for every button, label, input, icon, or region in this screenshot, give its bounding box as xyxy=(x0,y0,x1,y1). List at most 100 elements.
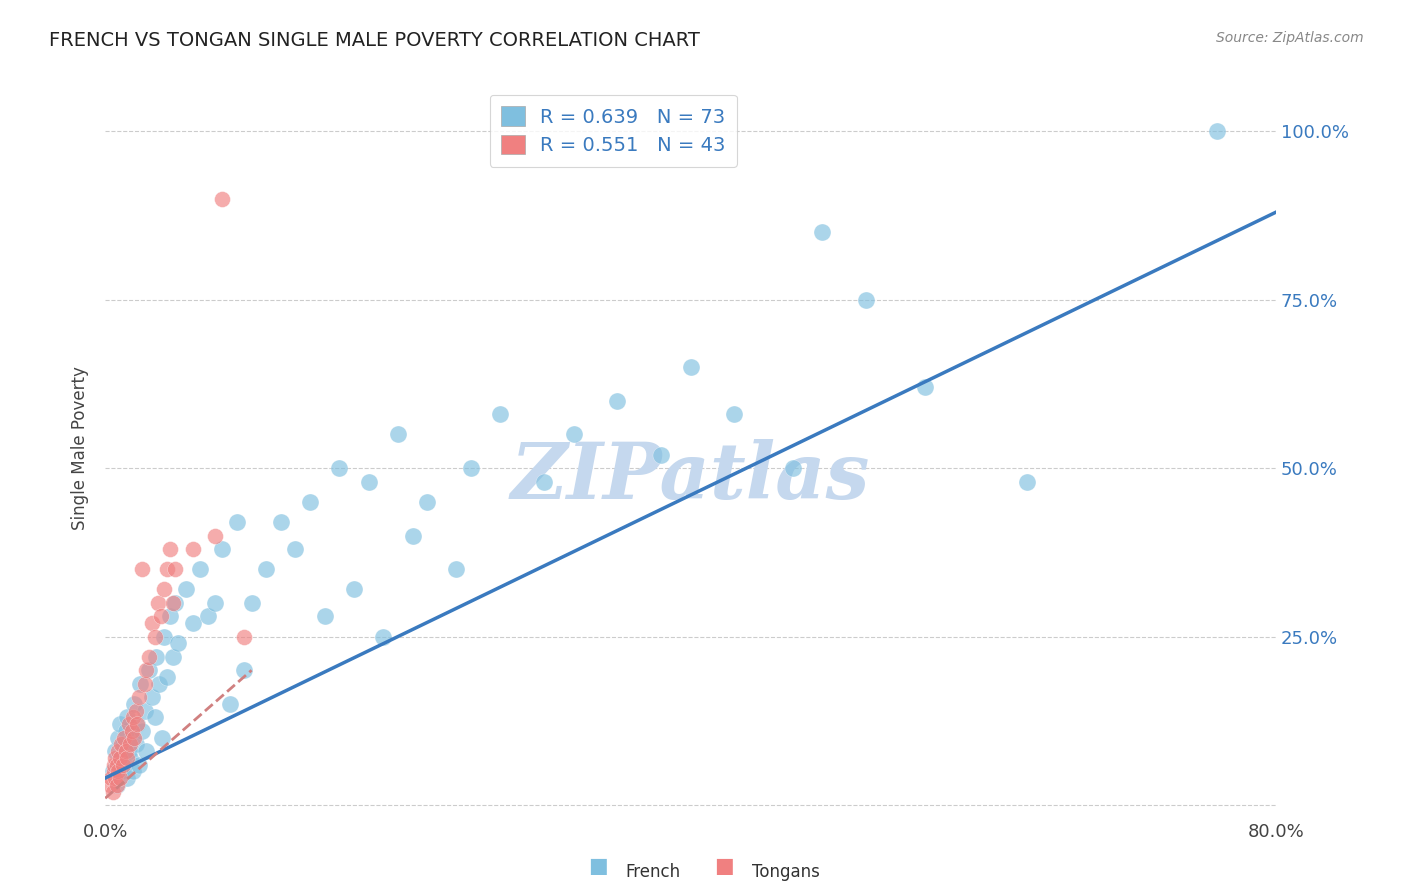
Point xyxy=(108,771,131,785)
Point xyxy=(460,461,482,475)
Point xyxy=(101,764,124,779)
Point xyxy=(782,461,804,475)
Point xyxy=(111,757,134,772)
Point xyxy=(233,663,256,677)
Point xyxy=(117,744,139,758)
Y-axis label: Single Male Poverty: Single Male Poverty xyxy=(72,366,89,530)
Point xyxy=(134,677,156,691)
Point xyxy=(105,778,128,792)
Point xyxy=(343,582,366,597)
Point xyxy=(143,710,166,724)
Point xyxy=(145,649,167,664)
Point xyxy=(120,737,142,751)
Point xyxy=(197,609,219,624)
Point xyxy=(122,764,145,779)
Point xyxy=(188,562,211,576)
Point xyxy=(107,744,129,758)
Text: ■: ■ xyxy=(588,856,607,876)
Point xyxy=(855,293,877,307)
Point xyxy=(100,771,122,785)
Point xyxy=(401,528,423,542)
Point xyxy=(1017,475,1039,489)
Point xyxy=(117,717,139,731)
Point xyxy=(152,582,174,597)
Point xyxy=(112,731,135,745)
Point xyxy=(115,710,138,724)
Point xyxy=(204,528,226,542)
Point xyxy=(114,744,136,758)
Point xyxy=(162,649,184,664)
Point xyxy=(108,751,131,765)
Point xyxy=(104,744,127,758)
Point xyxy=(114,723,136,738)
Point xyxy=(299,495,322,509)
Point xyxy=(174,582,197,597)
Point xyxy=(122,710,145,724)
Point xyxy=(110,737,132,751)
Point xyxy=(98,778,121,792)
Point xyxy=(107,731,129,745)
Text: French: French xyxy=(626,863,681,881)
Point xyxy=(148,677,170,691)
Point xyxy=(141,690,163,705)
Point xyxy=(135,663,157,677)
Point xyxy=(218,697,240,711)
Point xyxy=(108,717,131,731)
Point xyxy=(129,677,152,691)
Point xyxy=(211,192,233,206)
Point xyxy=(165,562,187,576)
Point xyxy=(141,616,163,631)
Point xyxy=(121,723,143,738)
Point xyxy=(103,757,125,772)
Point xyxy=(146,596,169,610)
Point xyxy=(606,393,628,408)
Point xyxy=(233,630,256,644)
Point xyxy=(533,475,555,489)
Point xyxy=(159,541,181,556)
Point xyxy=(211,541,233,556)
Point xyxy=(328,461,350,475)
Point xyxy=(107,764,129,779)
Point xyxy=(1206,124,1229,138)
Point xyxy=(104,751,127,765)
Point xyxy=(131,562,153,576)
Text: FRENCH VS TONGAN SINGLE MALE POVERTY CORRELATION CHART: FRENCH VS TONGAN SINGLE MALE POVERTY COR… xyxy=(49,31,700,50)
Point xyxy=(156,562,179,576)
Text: ZIPatlas: ZIPatlas xyxy=(510,440,870,516)
Point xyxy=(101,784,124,798)
Point xyxy=(125,737,148,751)
Point xyxy=(226,515,249,529)
Point xyxy=(103,764,125,779)
Point xyxy=(387,427,409,442)
Point xyxy=(128,757,150,772)
Point xyxy=(181,541,204,556)
Point xyxy=(149,609,172,624)
Point xyxy=(416,495,439,509)
Legend: R = 0.639   N = 73, R = 0.551   N = 43: R = 0.639 N = 73, R = 0.551 N = 43 xyxy=(489,95,737,167)
Point xyxy=(446,562,468,576)
Point xyxy=(131,723,153,738)
Point xyxy=(112,757,135,772)
Point xyxy=(120,751,142,765)
Point xyxy=(121,731,143,745)
Point xyxy=(167,636,190,650)
Point xyxy=(679,360,702,375)
Point xyxy=(124,697,146,711)
Point xyxy=(914,380,936,394)
Point xyxy=(104,771,127,785)
Point xyxy=(105,778,128,792)
Point xyxy=(156,670,179,684)
Point xyxy=(135,744,157,758)
Point xyxy=(373,630,395,644)
Point xyxy=(143,630,166,644)
Point xyxy=(138,663,160,677)
Point xyxy=(650,448,672,462)
Point xyxy=(284,541,307,556)
Point xyxy=(111,737,134,751)
Point xyxy=(110,764,132,779)
Point xyxy=(159,609,181,624)
Point xyxy=(357,475,380,489)
Point xyxy=(115,751,138,765)
Point xyxy=(115,771,138,785)
Point xyxy=(127,717,149,731)
